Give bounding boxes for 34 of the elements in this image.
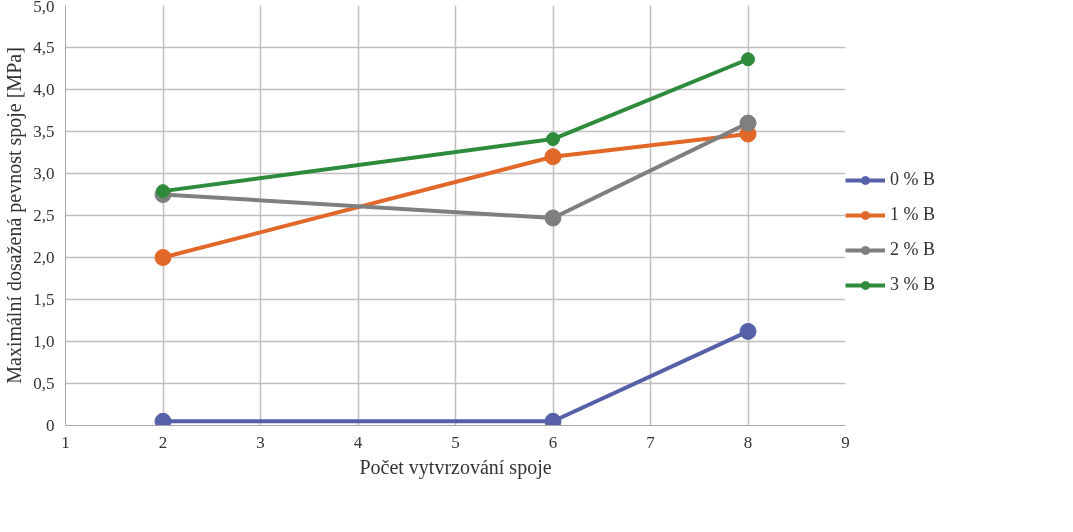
point [741, 52, 755, 67]
point [156, 184, 170, 199]
y-tick-label: 2,5 [33, 206, 55, 225]
y-tick-label: 5,0 [33, 0, 55, 16]
y-tick-label: 2,0 [33, 248, 55, 267]
x-tick-label: 4 [353, 432, 363, 452]
x-tick-label: 5 [451, 432, 460, 452]
legend-label: 0 % B [890, 169, 936, 190]
point [739, 322, 757, 340]
y-tick-label: 0 [46, 416, 55, 435]
legend-label: 2 % B [890, 239, 936, 260]
legend-label: 1 % B [890, 204, 936, 225]
legend-label: 3 % B [890, 274, 936, 295]
x-tick-label: 8 [743, 432, 753, 452]
x-tick-label: 6 [548, 432, 558, 452]
y-tick-label: 4,0 [33, 80, 55, 99]
y-tick-label: 1,5 [33, 290, 55, 309]
point [544, 209, 562, 227]
y-axis-title: Maximální dosažená pevnost spoje [MPa] [3, 47, 27, 384]
point [154, 249, 172, 266]
y-tick-label: 1,0 [33, 332, 55, 351]
x-tick-label: 1 [61, 432, 70, 452]
x-tick-label: 2 [158, 432, 168, 452]
y-tick-label: 0,5 [33, 374, 55, 393]
y-tick-label: 4,5 [33, 38, 55, 57]
x-tick-label: 7 [646, 432, 656, 452]
y-tick-label: 3,5 [33, 122, 55, 141]
point [739, 114, 757, 132]
y-tick-label: 3,0 [33, 164, 55, 183]
x-tick-label: 9 [841, 432, 850, 452]
x-axis-title: Počet vytvrzování spoje [359, 455, 552, 479]
x-tick-label: 3 [256, 432, 265, 452]
point [544, 148, 562, 166]
point [546, 132, 560, 147]
